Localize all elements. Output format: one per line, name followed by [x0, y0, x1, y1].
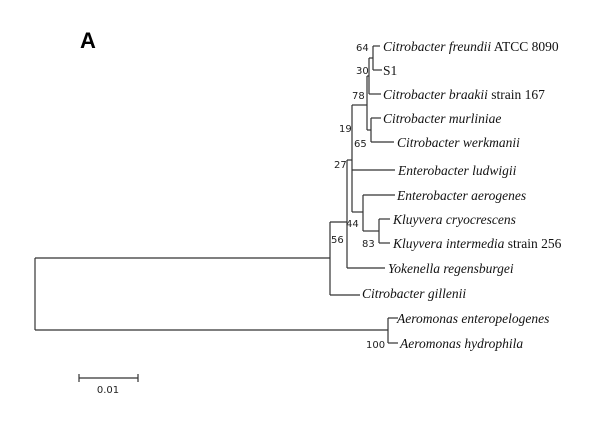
leaf-species: Citrobacter freundii	[383, 39, 491, 54]
bootstrap-value: 83	[362, 239, 375, 250]
leaf-species: Kluyvera cryocrescens	[392, 212, 516, 227]
leaf-label: Citrobacter werkmanii	[397, 135, 520, 150]
bootstrap-value: 64	[356, 43, 369, 54]
leaf-strain: S1	[383, 63, 397, 78]
leaf-strain: strain 256	[504, 236, 561, 251]
leaf-species: Aeromonas hydrophila	[399, 336, 523, 351]
bootstrap-value: 65	[354, 139, 367, 150]
leaf-species: Citrobacter braakii	[383, 87, 488, 102]
leaf-label: Aeromonas enteropelogenes	[396, 311, 549, 326]
leaf-species: Citrobacter gillenii	[362, 286, 466, 301]
leaf-species: Aeromonas enteropelogenes	[396, 311, 549, 326]
leaf-species: Yokenella regensburgei	[388, 261, 514, 276]
leaf-label: Citrobacter freundii ATCC 8090	[383, 39, 559, 54]
leaf-label: Citrobacter murliniae	[383, 111, 501, 126]
scale-bar-label: 0.01	[97, 385, 119, 396]
bootstrap-value: 78	[352, 91, 365, 102]
bootstrap-value: 30	[356, 66, 369, 77]
bootstrap-value: 100	[366, 340, 385, 351]
bootstrap-value: 56	[331, 235, 344, 246]
leaf-label: S1	[383, 63, 397, 78]
leaf-species: Enterobacter aerogenes	[396, 188, 526, 203]
bootstrap-value: 27	[334, 160, 347, 171]
leaf-label: Yokenella regensburgei	[388, 261, 514, 276]
leaf-label: Citrobacter gillenii	[362, 286, 466, 301]
leaf-strain: strain 167	[488, 87, 545, 102]
scale-bar: 0.01	[78, 374, 139, 396]
leaf-label: Enterobacter ludwigii	[397, 163, 517, 178]
leaf-label: Kluyvera intermedia strain 256	[392, 236, 562, 251]
leaf-species: Kluyvera intermedia	[392, 236, 505, 251]
leaf-label: Aeromonas hydrophila	[399, 336, 523, 351]
bootstrap-value: 44	[346, 219, 359, 230]
leaf-species: Citrobacter murliniae	[383, 111, 501, 126]
leaf-labels: Citrobacter freundii ATCC 8090 S1 Citrobac…	[362, 39, 562, 351]
bootstrap-value: 19	[339, 124, 352, 135]
leaf-label: Enterobacter aerogenes	[396, 188, 526, 203]
leaf-strain: ATCC 8090	[491, 39, 559, 54]
panel-label: A	[80, 28, 96, 53]
leaf-label: Kluyvera cryocrescens	[392, 212, 516, 227]
tree-branches	[34, 45, 398, 344]
leaf-label: Citrobacter braakii strain 167	[383, 87, 545, 102]
leaf-species: Enterobacter ludwigii	[397, 163, 517, 178]
leaf-species: Citrobacter werkmanii	[397, 135, 520, 150]
